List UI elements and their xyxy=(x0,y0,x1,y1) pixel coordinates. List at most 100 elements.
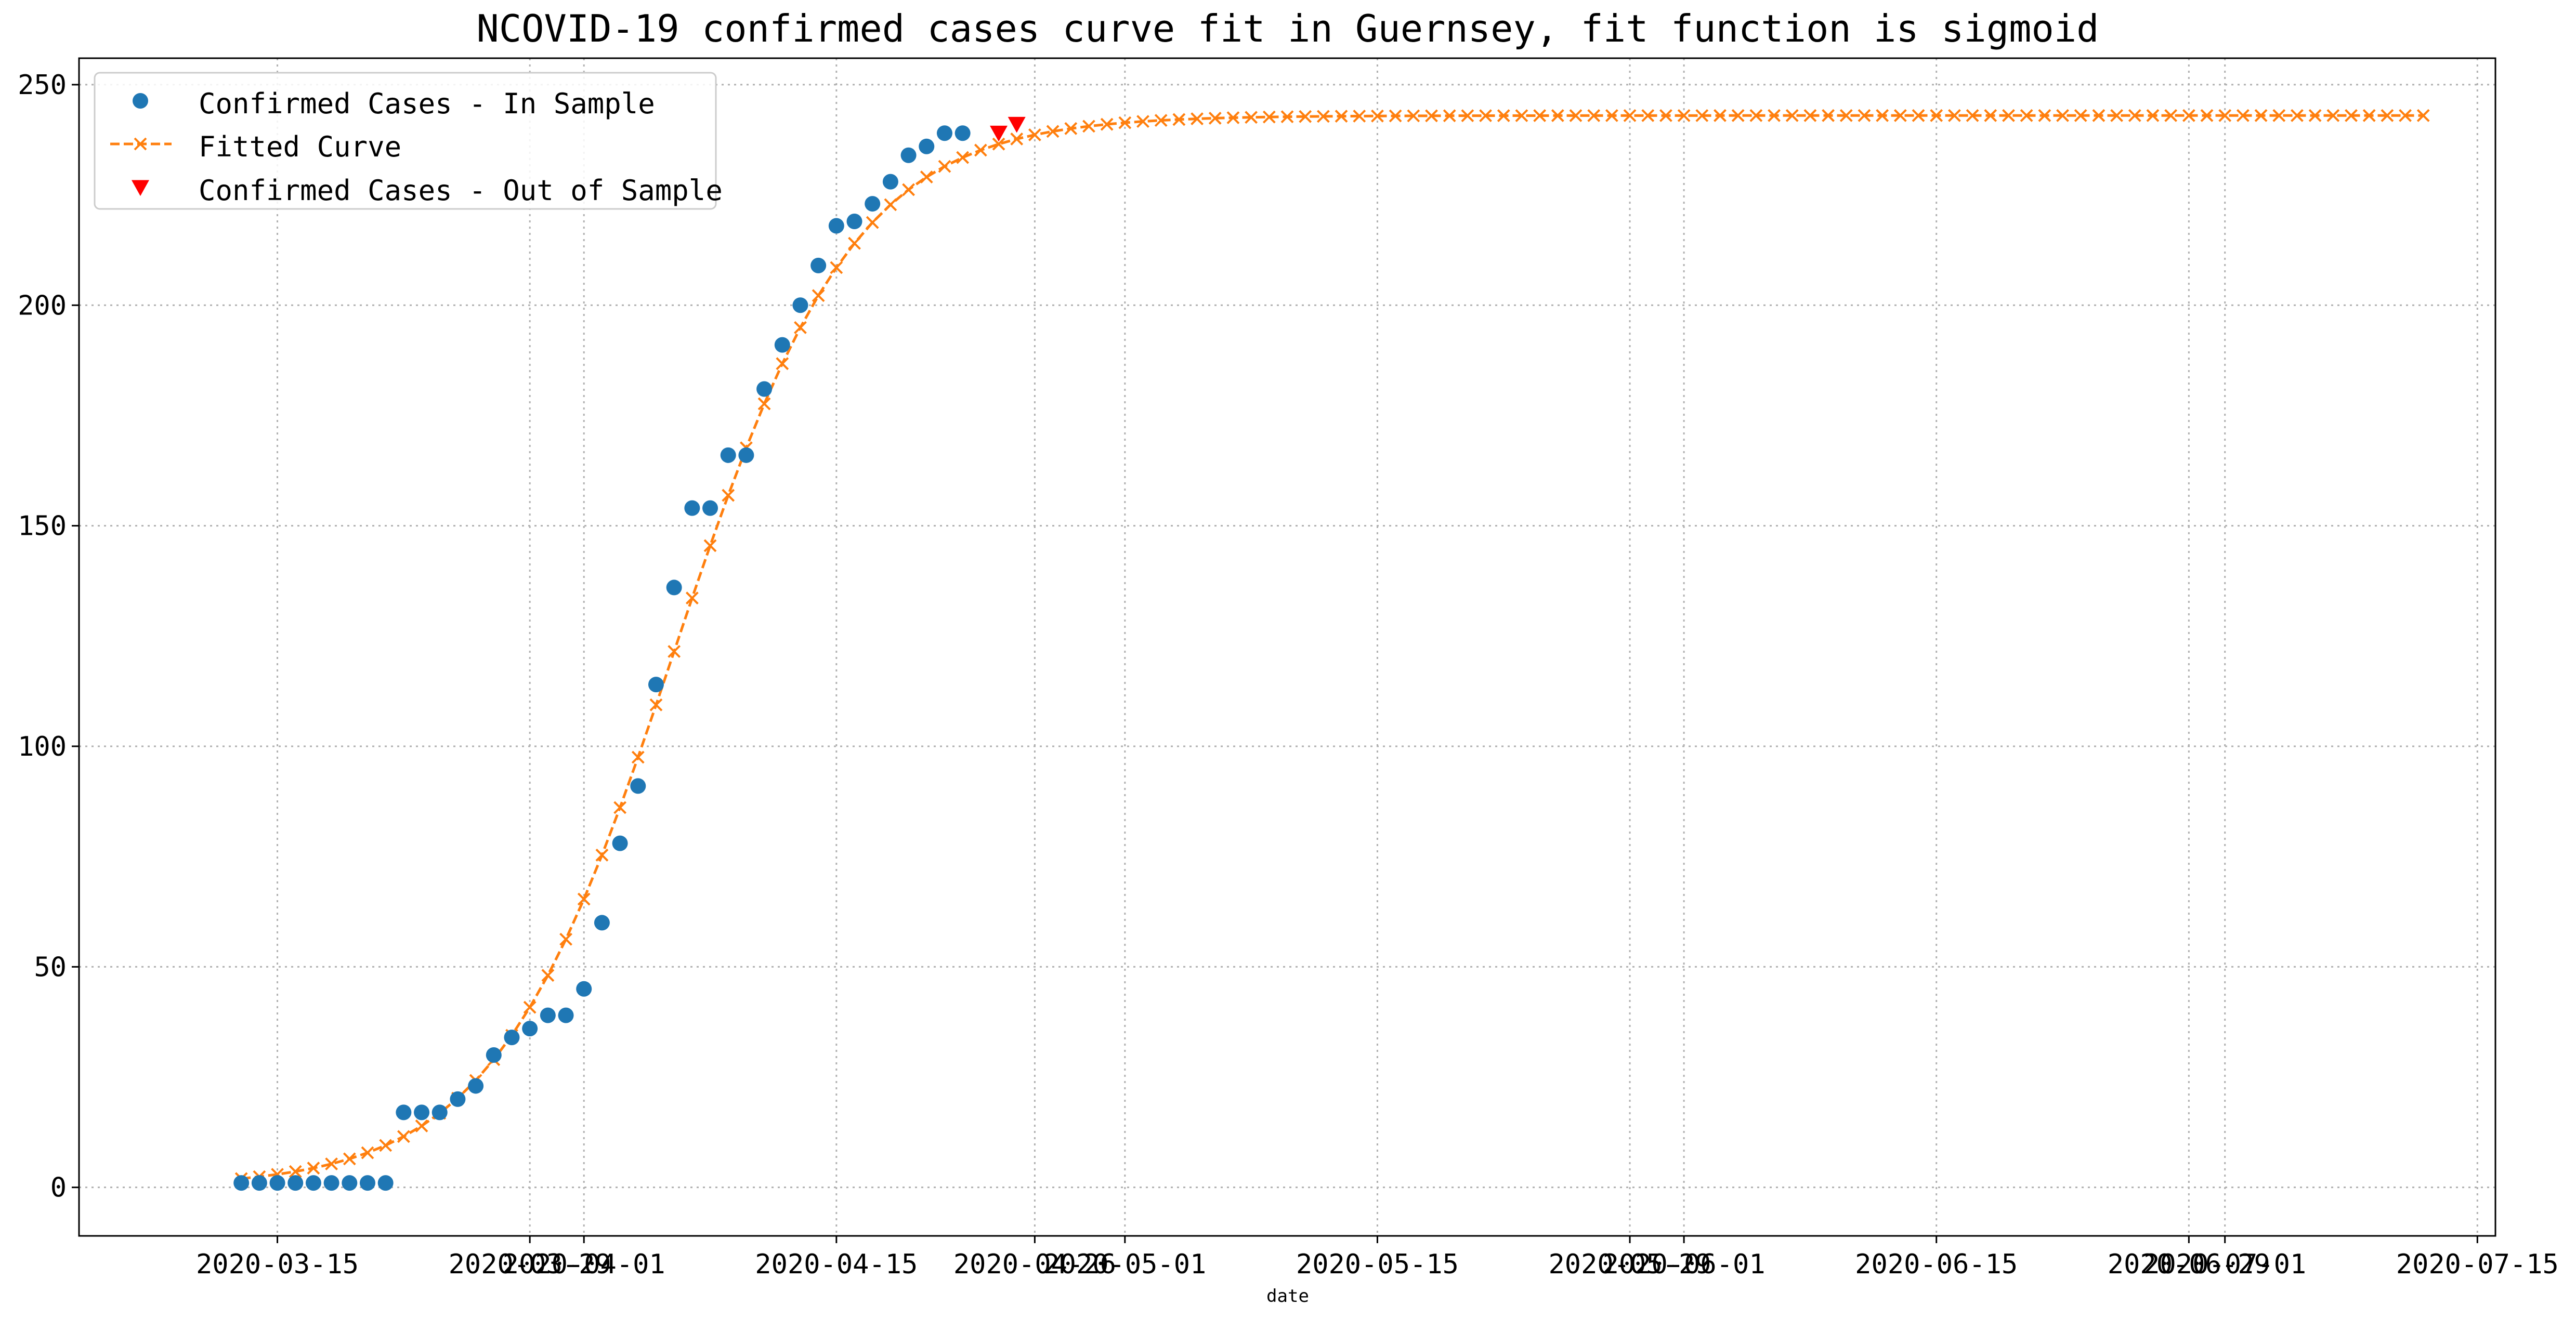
fitted-curve-marker xyxy=(1677,109,1691,122)
in-sample-point xyxy=(287,1175,304,1191)
fitted-curve-marker xyxy=(1569,109,1583,122)
in-sample-point xyxy=(558,1007,574,1023)
legend-fitted-marker xyxy=(134,137,147,151)
in-sample-point xyxy=(954,125,971,141)
fitted-curve-marker xyxy=(884,198,897,212)
fitted-curve-marker xyxy=(1876,109,1889,122)
fitted-curve-marker xyxy=(1659,109,1672,122)
fitted-curve-marker xyxy=(1082,120,1095,133)
in-sample-point xyxy=(666,579,682,596)
fitted-curve-marker xyxy=(920,170,933,183)
fitted-curve-marker xyxy=(2056,109,2069,122)
in-sample-point xyxy=(431,1104,448,1121)
fitted-curve-marker xyxy=(1245,111,1258,124)
fitted-curve-marker xyxy=(631,750,645,764)
fitted-curve-marker xyxy=(1299,110,1312,123)
fitted-curve-marker xyxy=(866,216,879,229)
x-tick-label: 2020-07-01 xyxy=(2143,1249,2306,1280)
legend-in-sample-marker xyxy=(133,93,148,109)
fitted-curve-marker xyxy=(2399,109,2412,122)
fitted-curve-marker xyxy=(649,698,663,711)
fitted-curve-marker xyxy=(2272,109,2286,122)
legend-box xyxy=(94,72,717,210)
in-sample-point xyxy=(594,915,610,931)
fitted-curve-marker xyxy=(1461,109,1474,123)
fitted-curve-marker xyxy=(1551,109,1564,122)
fitted-curve-marker xyxy=(2146,109,2160,122)
in-sample-point xyxy=(504,1030,520,1046)
fitted-curve-marker xyxy=(1353,109,1366,123)
fitted-curve-marker xyxy=(2416,109,2430,122)
x-tick-label: 2020-04-15 xyxy=(755,1249,918,1280)
fitted-curve-marker xyxy=(1966,109,1979,122)
y-tick-label: 0 xyxy=(50,1172,67,1204)
in-sample-point xyxy=(377,1175,394,1191)
fitted-curve-marker xyxy=(1515,109,1528,122)
fitted-curve-marker xyxy=(2128,109,2141,122)
fitted-curve-marker xyxy=(1839,109,1853,122)
fitted-curve-marker xyxy=(307,1162,320,1175)
out-of-sample-point xyxy=(1008,116,1026,133)
x-tick-label: 2020-06-01 xyxy=(1603,1249,1766,1280)
x-tick-label: 2020-05-29 xyxy=(1549,1249,1711,1280)
fitted-curve-marker xyxy=(1533,109,1547,122)
x-tick-label: 2020-05-01 xyxy=(1043,1249,1206,1280)
fitted-curve-marker xyxy=(1154,114,1168,127)
fitted-curve-marker xyxy=(1226,111,1240,124)
in-sample-point xyxy=(792,297,808,313)
fitted-curve-marker xyxy=(992,137,1005,151)
fitted-curve-marker xyxy=(1046,125,1060,138)
fitted-curve-marker xyxy=(974,143,987,157)
fitted-curve-marker xyxy=(1497,109,1510,122)
fitted-curve-marker xyxy=(541,969,555,982)
fitted-curve-marker xyxy=(1443,109,1456,123)
in-sample-point xyxy=(342,1175,358,1191)
fitted-curve-marker xyxy=(361,1146,374,1159)
in-sample-point xyxy=(900,147,917,163)
x-tick-label: 2020-03-29 xyxy=(449,1249,611,1280)
fitted-curve-marker xyxy=(559,932,572,946)
fitted-curve-marker xyxy=(1136,115,1149,128)
in-sample-point xyxy=(720,447,736,463)
fitted-curve-marker xyxy=(595,848,609,862)
in-sample-point xyxy=(468,1078,484,1094)
fitted-curve-marker xyxy=(902,183,915,196)
plot-frame xyxy=(78,57,2496,1237)
fitted-curve-marker xyxy=(2002,109,2015,122)
fitted-curve-marker xyxy=(1858,109,1871,122)
fitted-curve-marker xyxy=(2182,109,2195,122)
y-tick-label: 50 xyxy=(34,952,67,983)
fitted-curve-marker xyxy=(343,1152,356,1166)
fitted-curve-marker xyxy=(1010,133,1024,146)
out-of-sample-point xyxy=(990,125,1008,142)
fitted-curve-marker xyxy=(938,160,951,173)
in-sample-point xyxy=(359,1175,375,1191)
in-sample-point xyxy=(810,257,827,273)
in-sample-point xyxy=(486,1047,502,1063)
fitted-curve-marker xyxy=(1714,109,1727,122)
fitted-curve-marker xyxy=(1930,109,1943,122)
fitted-curve-marker xyxy=(1731,109,1745,122)
in-sample-point xyxy=(648,677,664,693)
in-sample-point xyxy=(828,218,844,234)
in-sample-point xyxy=(630,778,646,794)
fitted-curve-marker xyxy=(1893,109,1907,122)
fitted-curve-marker xyxy=(1371,109,1384,123)
legend: Confirmed Cases - In Sample Fitted Curve C… xyxy=(94,72,723,210)
fitted-curve-marker xyxy=(1118,116,1132,129)
in-sample-point xyxy=(882,174,898,190)
fitted-curve-marker xyxy=(1425,109,1438,123)
in-sample-point xyxy=(738,447,754,463)
chart-title: NCOVID-19 confirmed cases curve fit in G… xyxy=(476,7,2099,50)
fitted-curve-marker xyxy=(325,1157,338,1170)
fitted-curve-marker xyxy=(830,261,843,274)
fitted-curve-marker xyxy=(1605,109,1618,122)
fitted-curve-marker xyxy=(397,1130,410,1143)
in-sample-point xyxy=(702,500,718,516)
fitted-curve-marker xyxy=(1172,113,1186,126)
fitted-curve-marker xyxy=(776,357,789,371)
fitted-curve-marker xyxy=(668,645,681,658)
fitted-curve-marker xyxy=(2200,109,2214,122)
